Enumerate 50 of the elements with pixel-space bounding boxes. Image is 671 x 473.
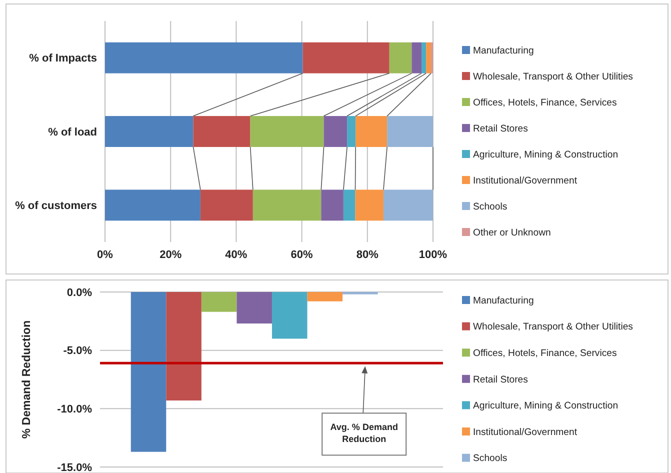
- legend-label: Institutional/Government: [473, 175, 578, 186]
- y-tick-label: % of customers: [15, 200, 97, 212]
- bar: [302, 42, 390, 74]
- ref-line-label: Avg. % Demand Reduction: [330, 422, 398, 444]
- bar: [321, 190, 344, 221]
- y-tick-label: -15.0%: [57, 462, 92, 473]
- bar: [355, 190, 384, 221]
- legend-label: Wholesale, Transport & Other Utilities: [473, 71, 634, 82]
- bar: [387, 116, 433, 147]
- legend-label: Retail Stores: [473, 123, 528, 134]
- bar: [412, 42, 422, 74]
- legend-label: Manufacturing: [473, 45, 534, 56]
- legend-label: Retail Stores: [473, 374, 528, 386]
- bar: [324, 116, 348, 147]
- legend-label: Agriculture, Mining & Construction: [473, 400, 618, 412]
- legend-label: Schools: [473, 453, 508, 464]
- bar: [200, 190, 253, 221]
- x-tick-label: 20%: [160, 249, 182, 261]
- x-tick-label: 80%: [356, 249, 379, 261]
- bar: [343, 190, 356, 221]
- y-axis-title: % Demand Reduction: [21, 320, 33, 439]
- legend-label: Schools: [473, 201, 508, 212]
- bar: [193, 116, 250, 147]
- x-tick-label: 100%: [418, 249, 448, 261]
- bar: [426, 42, 432, 74]
- legend-label: Institutional/Government: [473, 426, 578, 438]
- y-tick-label: -10.0%: [57, 404, 92, 416]
- legend-label: Wholesale, Transport & Other Utilities: [473, 322, 634, 333]
- bar: [356, 116, 388, 147]
- bar: [347, 116, 356, 147]
- bar: [383, 190, 433, 221]
- bar: [252, 190, 322, 221]
- legend-label: Manufacturing: [473, 295, 534, 306]
- y-tick-label: % of Impacts: [29, 52, 97, 65]
- x-tick-label: 40%: [225, 249, 248, 261]
- y-tick-label: % of load: [48, 126, 97, 138]
- legend-label: Agriculture, Mining & Construction: [473, 149, 618, 160]
- bar: [422, 42, 426, 74]
- legend-label: Offices, Hotels, Finance, Services: [473, 97, 617, 108]
- bar: [105, 42, 303, 74]
- y-tick-label: -5.0%: [63, 345, 92, 358]
- bar: [105, 116, 194, 147]
- legend-label: Offices, Hotels, Finance, Services: [473, 348, 617, 359]
- bar: [105, 190, 200, 221]
- bar: [250, 116, 324, 147]
- x-tick-label: 60%: [290, 249, 314, 261]
- bar: [389, 42, 412, 74]
- legend-label: Other or Unknown: [473, 227, 551, 238]
- x-tick-label: 0%: [97, 249, 114, 261]
- y-tick-label: 0.0%: [66, 286, 92, 299]
